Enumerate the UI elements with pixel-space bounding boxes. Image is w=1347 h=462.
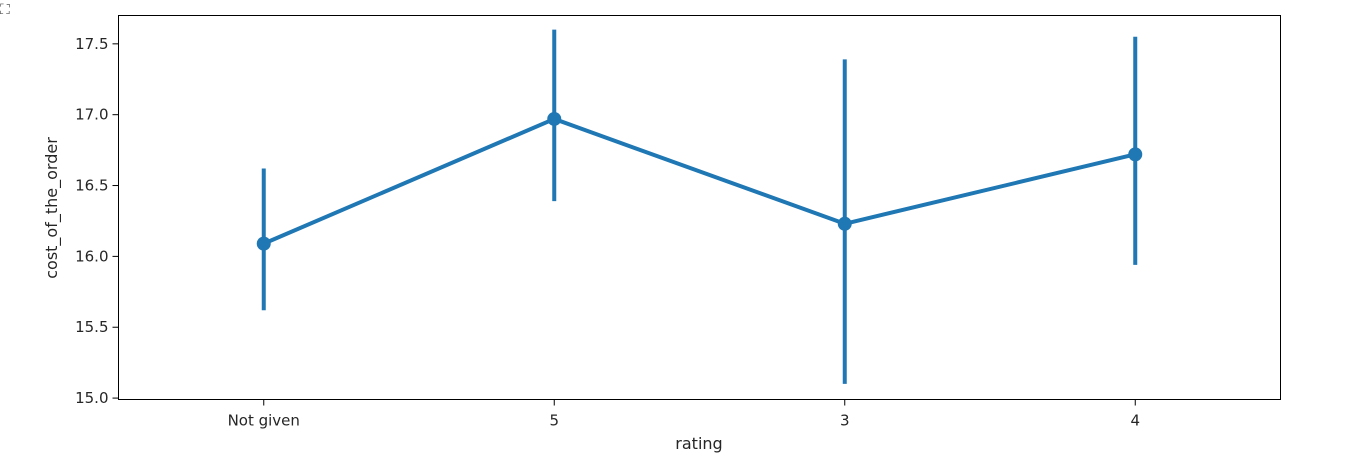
data-point [256, 236, 271, 251]
y-tick-label: 16.5 [75, 177, 108, 195]
plot-area-frame [118, 15, 1281, 400]
y-tick-label: 15.5 [75, 318, 108, 336]
x-axis-ticks: Not given 5 3 4 [228, 399, 1140, 430]
x-axis-title: rating [675, 434, 722, 453]
data-point [837, 216, 852, 231]
x-tick-label: 4 [1130, 412, 1140, 430]
y-tick-label: 16.0 [75, 247, 108, 265]
x-tick-label: Not given [228, 412, 300, 430]
y-axis-ticks: 15.0 15.5 16.0 16.5 17.0 17.5 [75, 35, 119, 407]
y-axis-title: cost_of_the_order [42, 137, 62, 279]
y-tick-label: 17.5 [75, 35, 108, 53]
series-marks [256, 29, 1143, 384]
data-point [547, 111, 562, 126]
x-tick-label: 5 [549, 412, 559, 430]
expand-icon[interactable]: ⛶ [0, 2, 10, 18]
data-point [1128, 147, 1143, 162]
y-tick-label: 17.0 [75, 106, 108, 124]
y-tick-label: 15.0 [75, 389, 108, 407]
series-line [261, 116, 1138, 246]
x-tick-label: 3 [840, 412, 850, 430]
